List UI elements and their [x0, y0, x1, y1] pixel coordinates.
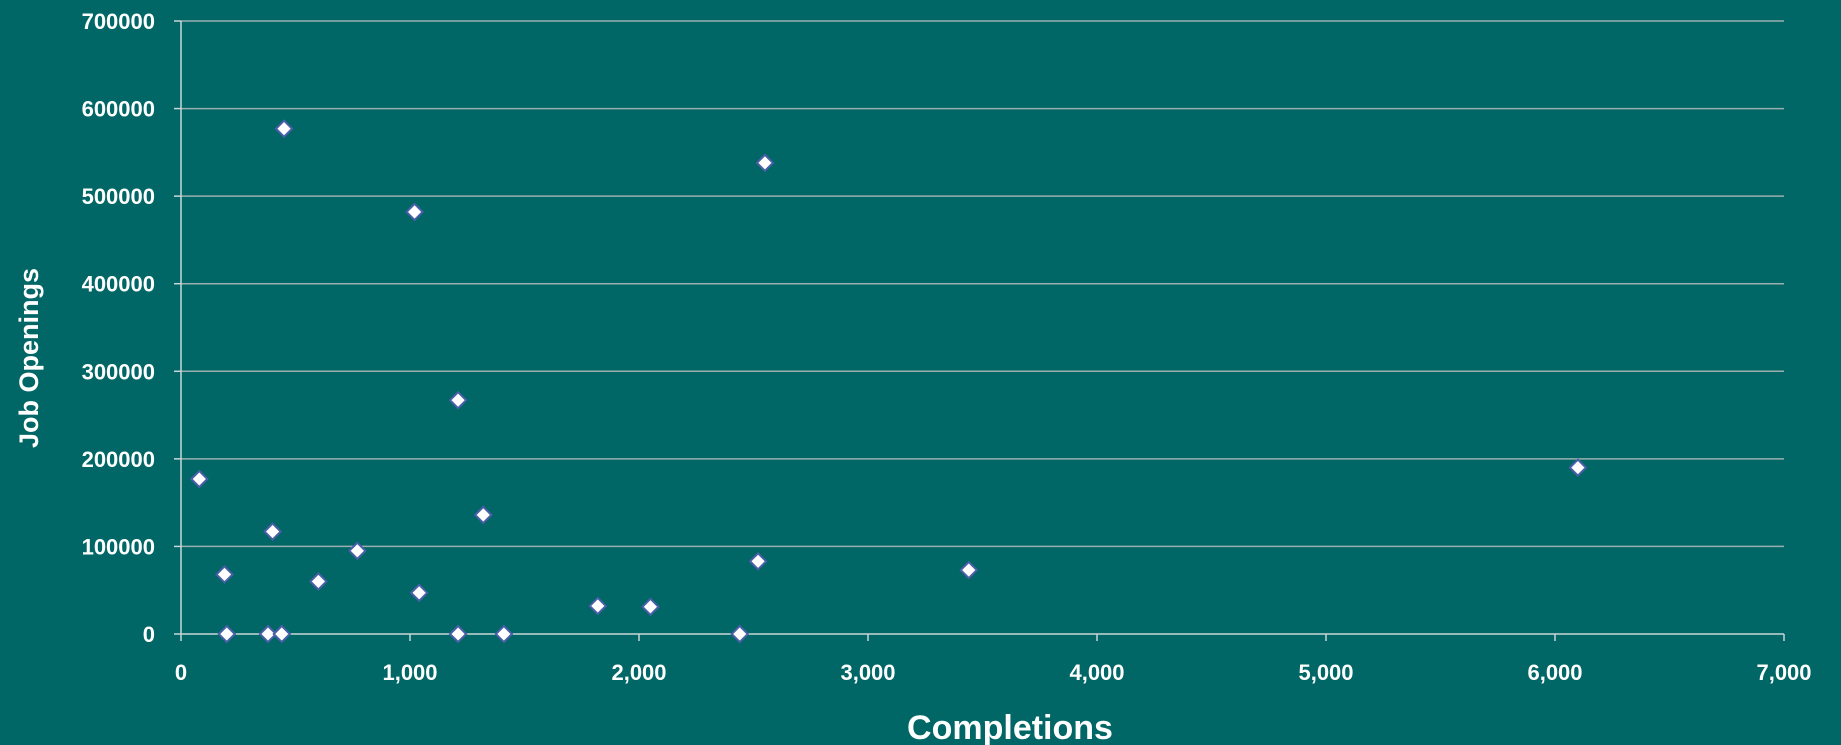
y-tick-label: 200000 — [82, 447, 155, 472]
x-tick-label: 4,000 — [1069, 660, 1124, 685]
y-axis-title: Job Openings — [14, 268, 44, 448]
data-point — [448, 390, 468, 410]
y-tick-label: 300000 — [82, 359, 155, 384]
y-tick-label: 100000 — [82, 534, 155, 559]
x-tick-label: 6,000 — [1527, 660, 1582, 685]
data-point — [755, 153, 775, 173]
y-tick-label: 0 — [143, 622, 155, 647]
y-tick-labels: 0 100000 200000 300000 400000 500000 600000 700… — [82, 9, 155, 647]
data-point — [272, 624, 292, 644]
y-tick-label: 400000 — [82, 272, 155, 297]
x-tick-label: 0 — [175, 660, 187, 685]
x-tick-labels: 0 1,000 2,000 3,000 4,000 5,000 6,000 7,000 — [175, 660, 1812, 685]
data-point — [730, 624, 750, 644]
data-point — [409, 583, 429, 603]
data-point — [959, 560, 979, 580]
x-tick-label: 5,000 — [1298, 660, 1353, 685]
data-point — [1568, 458, 1588, 478]
data-point — [258, 624, 278, 644]
data-point — [215, 565, 234, 584]
data-point — [217, 624, 237, 644]
x-axis-title: Completions — [907, 709, 1113, 745]
x-tick-label: 2,000 — [611, 660, 666, 685]
data-points — [189, 119, 1588, 644]
y-tick-label: 500000 — [82, 184, 155, 209]
data-point — [263, 522, 283, 541]
x-tick-label: 1,000 — [382, 660, 437, 685]
data-point — [588, 596, 608, 616]
y-tick-label: 600000 — [82, 97, 155, 122]
data-point — [748, 551, 768, 571]
x-tick-label: 3,000 — [840, 660, 895, 685]
data-point — [308, 572, 328, 591]
gridlines — [181, 20, 1784, 548]
data-point — [448, 624, 468, 644]
data-point — [473, 505, 493, 525]
data-point — [274, 119, 294, 139]
data-point — [405, 202, 424, 222]
x-tick-label: 7,000 — [1756, 660, 1811, 685]
data-point — [189, 469, 209, 489]
y-tick-label: 700000 — [82, 9, 155, 34]
axes — [174, 20, 1785, 641]
data-point — [641, 597, 660, 617]
data-point — [347, 541, 367, 561]
data-point — [494, 624, 514, 644]
